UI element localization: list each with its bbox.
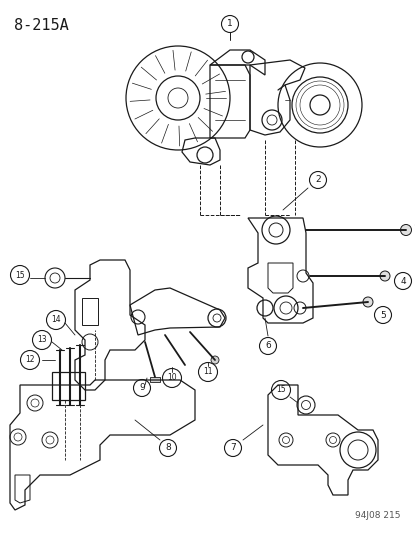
Text: 1: 1 [227, 20, 233, 28]
Text: 14: 14 [51, 316, 61, 325]
Text: 5: 5 [380, 311, 386, 319]
Text: 94J08 215: 94J08 215 [354, 511, 400, 520]
Text: 15: 15 [276, 385, 286, 394]
Text: 13: 13 [37, 335, 47, 344]
Text: 8: 8 [165, 443, 171, 453]
Circle shape [400, 224, 412, 236]
Text: 7: 7 [230, 443, 236, 453]
FancyBboxPatch shape [150, 377, 160, 382]
Text: 6: 6 [265, 342, 271, 351]
Text: 8-215A: 8-215A [14, 18, 69, 33]
Text: 10: 10 [167, 374, 177, 383]
Circle shape [380, 271, 390, 281]
Circle shape [363, 297, 373, 307]
Text: 11: 11 [203, 367, 213, 376]
Text: 12: 12 [25, 356, 35, 365]
Text: 4: 4 [400, 277, 406, 286]
Circle shape [211, 356, 219, 364]
Text: 9: 9 [139, 384, 145, 392]
Text: 15: 15 [15, 271, 25, 279]
Text: 2: 2 [315, 175, 321, 184]
